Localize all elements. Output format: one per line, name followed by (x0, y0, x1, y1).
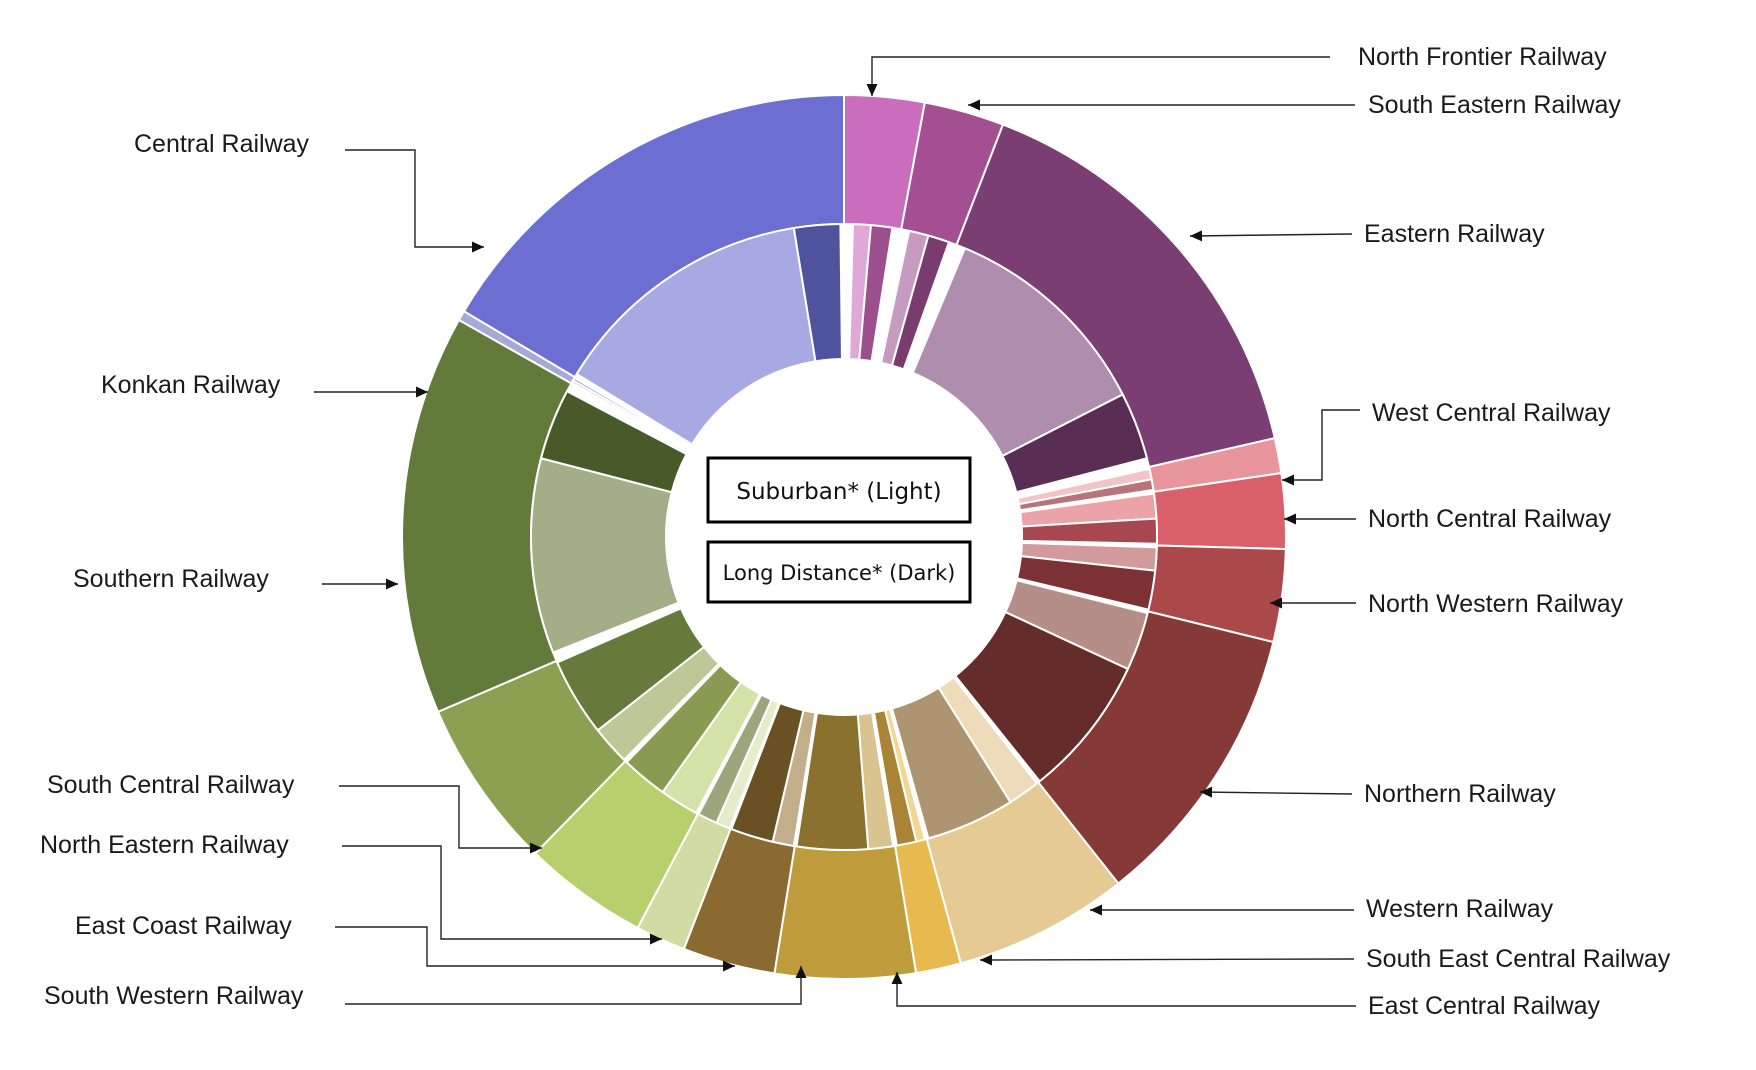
label-east-coast: East Coast Railway (75, 912, 292, 940)
outer-slice-east-central-railway (773, 844, 918, 980)
arrowhead-southern (386, 578, 398, 590)
label-south-east-central: South East Central Railway (1366, 945, 1671, 973)
label-eastern: Eastern Railway (1364, 220, 1545, 248)
legend-label-suburban: Suburban* (Light) (736, 479, 941, 505)
inner-ring (530, 223, 1159, 851)
arrowhead-eastern (1190, 230, 1203, 242)
arrowhead-north-frontier (866, 84, 878, 96)
arrowhead-south-east-central (980, 954, 993, 966)
arrowhead-northern (1200, 786, 1213, 798)
arrowhead-south-eastern (968, 99, 980, 111)
label-south-western: South Western Railway (44, 982, 304, 1010)
label-south-central: South Central Railway (47, 771, 295, 799)
inner-slice-central-railway-suburban (575, 226, 817, 446)
leader-line-east-central (896, 972, 1356, 1007)
label-north-eastern: North Eastern Railway (40, 831, 289, 859)
label-southern: Southern Railway (73, 565, 269, 593)
arrowhead-south-western (795, 966, 807, 978)
label-west-central: West Central Railway (1372, 399, 1611, 427)
inner-slice-north-frontier-railway-long-distance (858, 224, 894, 363)
arrowhead-western (1090, 904, 1102, 916)
inner-slice-north-central-railway-long-distance (1020, 517, 1159, 545)
category-labels: North Frontier Railway South Eastern Rai… (40, 43, 1671, 1020)
arrowhead-south-central (530, 842, 542, 854)
leader-line-central (345, 149, 484, 248)
center-hole (667, 360, 1021, 714)
inner-slice-southern-railway-long-distance (539, 389, 688, 494)
legend-box-suburban (706, 456, 972, 524)
legend-label-long-distance: Long Distance* (Dark) (723, 561, 956, 585)
legend-box-long-distance (706, 540, 972, 604)
leader-line-east-coast (335, 926, 735, 967)
leader-line-south-western (345, 966, 802, 1005)
inner-slice-north-western-railway-long-distance (1015, 555, 1157, 611)
leader-line-west-central (1282, 409, 1360, 481)
inner-slice-eastern-railway-long-distance (1001, 393, 1149, 494)
arrowhead-west-central (1282, 474, 1294, 486)
leader-line-north-frontier (871, 56, 1330, 96)
label-east-central: East Central Railway (1368, 992, 1601, 1020)
label-konkan: Konkan Railway (101, 371, 281, 399)
arrowhead-east-central (891, 972, 903, 984)
outer-ring (401, 93, 1287, 980)
arrowhead-east-coast (723, 960, 735, 972)
leader-line-northern (1199, 791, 1353, 795)
inner-slice-northern-railway-long-distance (953, 610, 1130, 783)
arrowhead-konkan (416, 386, 428, 398)
leader-lines (314, 56, 1360, 1007)
leader-line-south-central (339, 785, 542, 849)
arrowhead-north-eastern (650, 933, 662, 945)
inner-slice-western-railway-long-distance (890, 686, 1012, 840)
label-north-frontier: North Frontier Railway (1358, 43, 1607, 71)
inner-slice-konkan-railway-long-distance (571, 376, 693, 450)
arrowhead-central (472, 241, 484, 253)
center-legend: Suburban* (Light) Long Distance* (Dark) (706, 456, 972, 604)
leader-line-north-eastern (342, 845, 662, 940)
inner-slice-south-central-railway-long-distance (555, 607, 706, 732)
inner-slice-south-east-central-railway-long-distance (872, 708, 918, 847)
inner-slice-east-central-railway-long-distance (795, 711, 870, 851)
leader-line-south-east-central (979, 958, 1355, 961)
label-south-eastern: South Eastern Railway (1368, 91, 1621, 119)
label-central: Central Railway (134, 130, 310, 158)
leader-line-eastern (1189, 233, 1353, 237)
label-north-western: North Western Railway (1368, 590, 1624, 618)
inner-slice-south-eastern-railway-long-distance (890, 234, 951, 371)
inner-slice-south-western-railway-long-distance (730, 701, 805, 843)
inner-slice-east-coast-railway-long-distance (697, 693, 773, 825)
arrowhead-north-western (1270, 597, 1282, 609)
inner-slice-west-central-railway-long-distance (1017, 478, 1155, 512)
label-north-central: North Central Railway (1368, 505, 1612, 533)
arrowhead-north-central (1284, 513, 1296, 525)
label-northern: Northern Railway (1364, 780, 1556, 808)
inner-slice-central-railway-long-distance (792, 223, 843, 363)
label-western: Western Railway (1366, 895, 1554, 923)
inner-slice-north-eastern-railway-long-distance (625, 663, 743, 794)
